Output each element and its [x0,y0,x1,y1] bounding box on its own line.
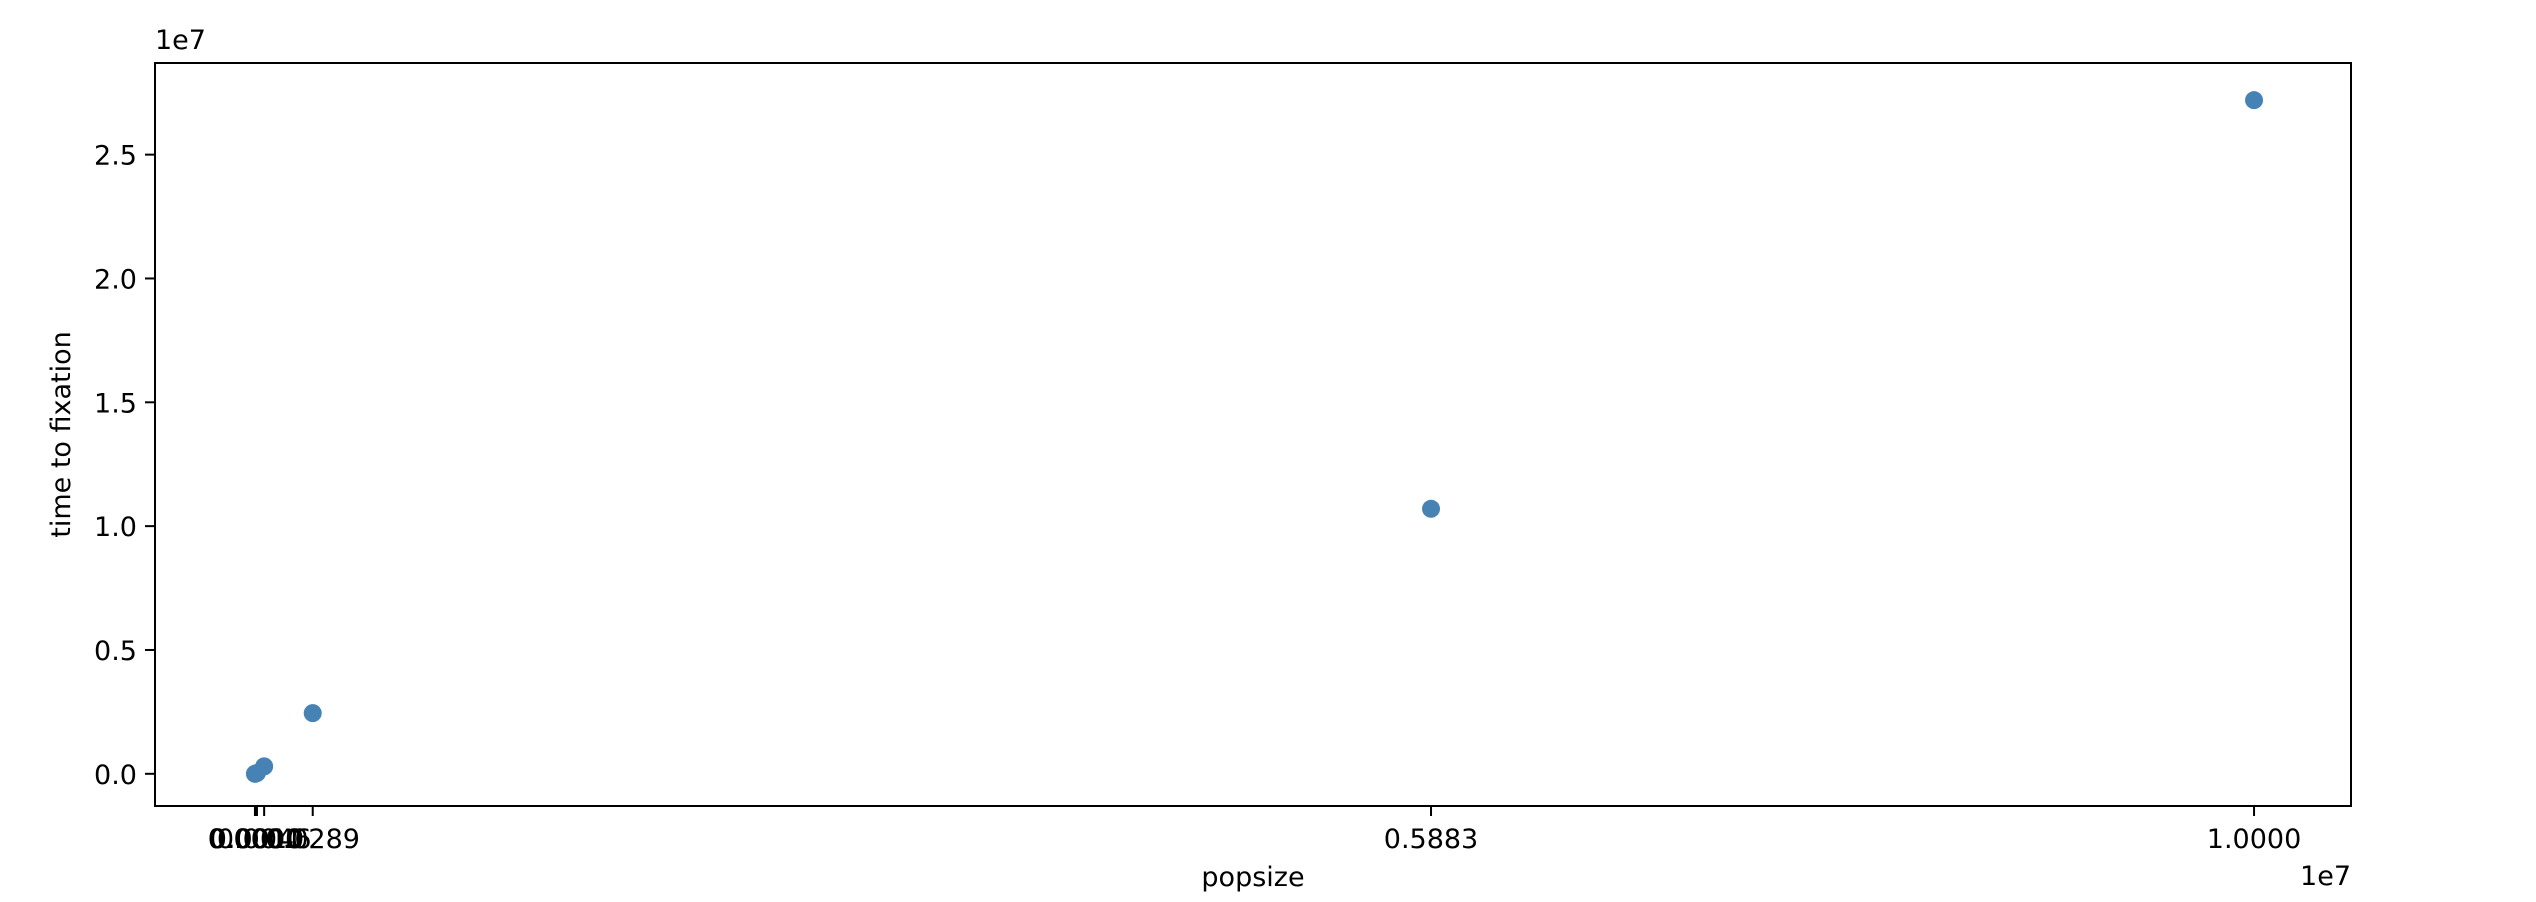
y-axis-ticks: 0.0 0.5 1.0 1.5 2.0 2.5 [94,141,155,791]
x-axis-offset-label: 1e7 [2300,861,2351,892]
y-tick-label: 2.0 [94,264,137,295]
x-axis-label: popsize [1201,862,1304,893]
x-tick-label: 0.5883 [1384,824,1478,855]
x-tick-label: 1.0000 [2207,824,2301,855]
y-tick-label: 1.5 [94,388,137,419]
y-tick-label: 2.5 [94,141,137,172]
scatter-points [245,91,2264,783]
x-tick-label: 0.0001 [208,824,302,855]
y-tick-label: 0.5 [94,636,137,667]
data-point [2245,91,2264,110]
data-point [255,757,274,776]
y-axis-label: time to fixation [46,331,77,538]
x-tick-label: 0.0010 [210,824,304,855]
y-tick-label: 1.0 [94,512,137,543]
y-tick-label: 0.0 [94,760,137,791]
plot-frame [154,62,2352,807]
data-point [1422,499,1441,518]
x-tick-label: 0.0289 [265,824,359,855]
x-tick-label: 0.0000 [208,824,302,855]
y-axis-offset-label: 1e7 [155,25,206,56]
x-tick-label: 0.0046 [217,824,311,855]
data-point [303,704,322,723]
